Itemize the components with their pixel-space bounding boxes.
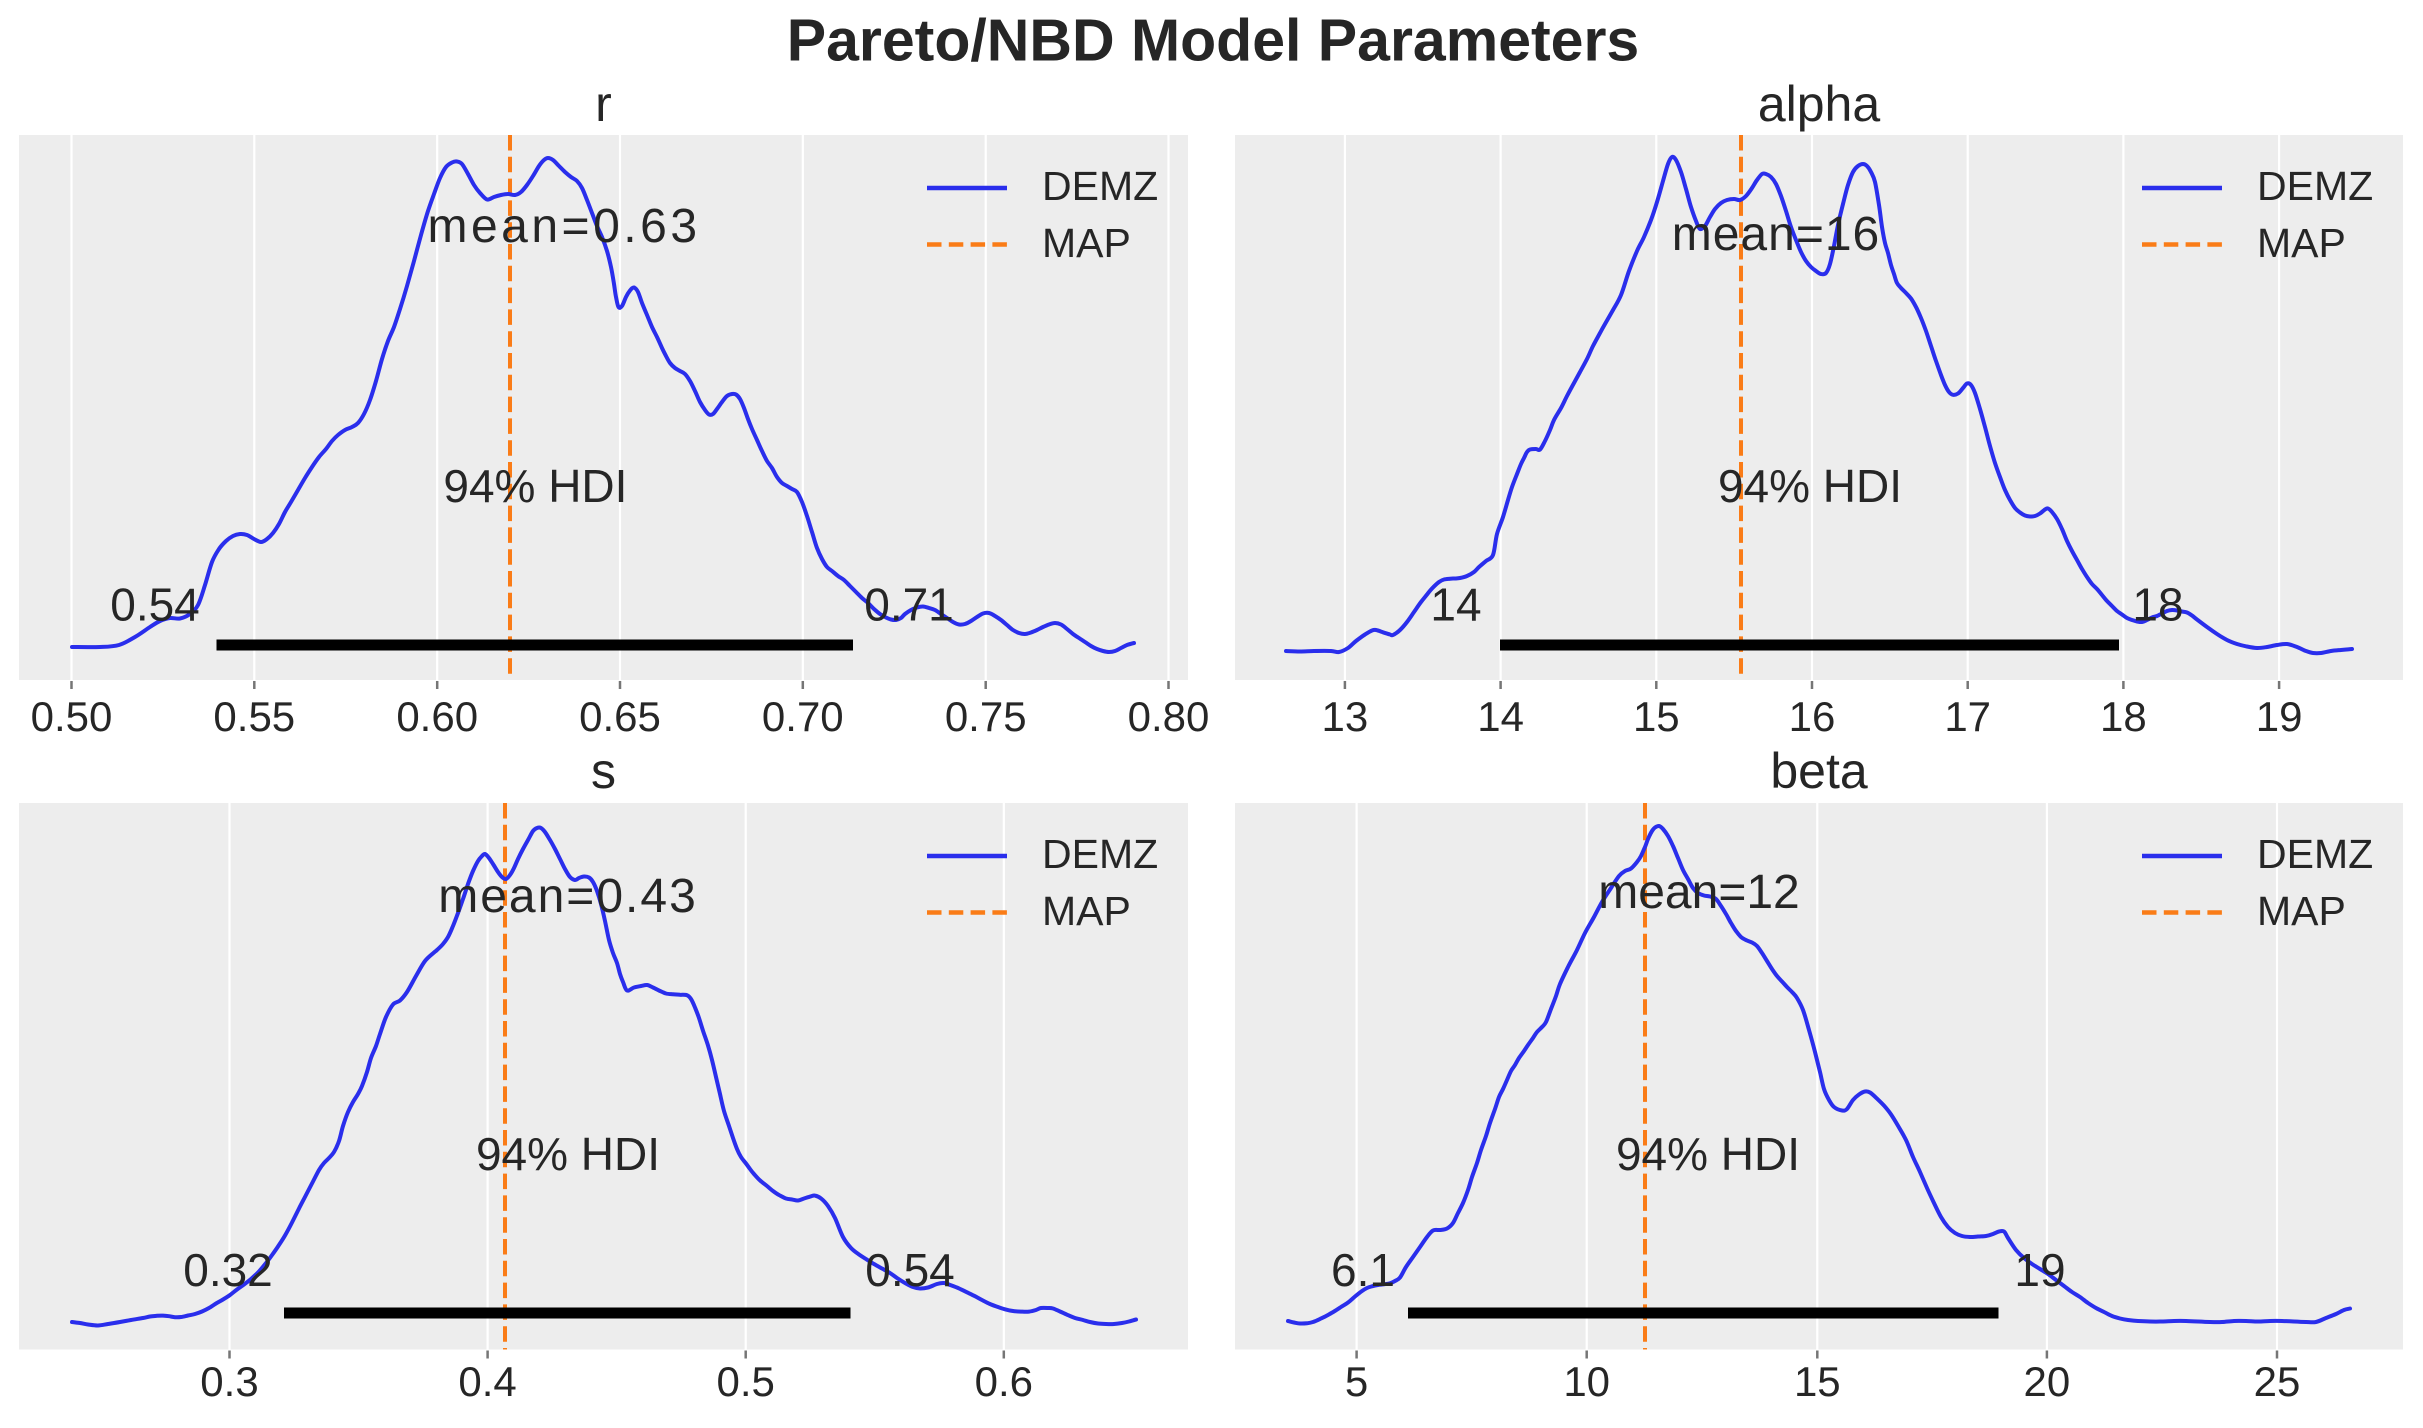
svg-text:0.32: 0.32 [183, 1244, 273, 1296]
svg-text:mean=12: mean=12 [1598, 866, 1800, 919]
svg-text:MAP: MAP [1042, 220, 1131, 266]
svg-text:0.75: 0.75 [945, 693, 1027, 740]
svg-text:mean=0.43: mean=0.43 [438, 870, 698, 923]
svg-text:0.6: 0.6 [975, 1358, 1033, 1405]
svg-text:mean=16: mean=16 [1672, 208, 1881, 261]
svg-text:r: r [595, 76, 612, 132]
svg-text:19: 19 [2014, 1244, 2065, 1296]
svg-text:MAP: MAP [2257, 220, 2346, 266]
svg-text:14: 14 [1430, 579, 1481, 631]
svg-text:0.55: 0.55 [213, 693, 295, 740]
svg-text:94% HDI: 94% HDI [1718, 460, 1902, 512]
svg-text:94% HDI: 94% HDI [443, 460, 627, 512]
svg-text:0.54: 0.54 [110, 579, 200, 631]
svg-text:16: 16 [1789, 693, 1836, 740]
svg-text:0.54: 0.54 [865, 1244, 955, 1296]
svg-text:s: s [591, 743, 616, 799]
svg-text:DEMZ: DEMZ [2257, 163, 2373, 209]
svg-text:DEMZ: DEMZ [2257, 831, 2373, 877]
svg-text:DEMZ: DEMZ [1042, 163, 1158, 209]
svg-text:94% HDI: 94% HDI [1616, 1128, 1800, 1180]
svg-text:19: 19 [2256, 693, 2303, 740]
svg-text:18: 18 [2100, 693, 2147, 740]
svg-text:94% HDI: 94% HDI [476, 1128, 660, 1180]
svg-text:20: 20 [2024, 1358, 2071, 1405]
svg-text:17: 17 [1944, 693, 1991, 740]
svg-text:0.71: 0.71 [864, 579, 954, 631]
svg-text:0.3: 0.3 [200, 1358, 258, 1405]
svg-text:MAP: MAP [1042, 888, 1131, 934]
svg-text:18: 18 [2132, 579, 2183, 631]
svg-text:beta: beta [1770, 743, 1868, 799]
svg-text:DEMZ: DEMZ [1042, 831, 1158, 877]
svg-text:14: 14 [1477, 693, 1524, 740]
svg-text:13: 13 [1322, 693, 1369, 740]
svg-text:6.1: 6.1 [1331, 1244, 1395, 1296]
svg-text:Pareto/NBD Model Parameters: Pareto/NBD Model Parameters [787, 8, 1640, 74]
svg-text:mean=0.63: mean=0.63 [427, 200, 700, 253]
svg-text:15: 15 [1794, 1358, 1841, 1405]
svg-text:0.80: 0.80 [1128, 693, 1210, 740]
svg-text:10: 10 [1563, 1358, 1610, 1405]
svg-text:0.65: 0.65 [579, 693, 661, 740]
svg-text:0.60: 0.60 [396, 693, 478, 740]
svg-text:15: 15 [1633, 693, 1680, 740]
svg-text:0.50: 0.50 [31, 693, 113, 740]
svg-text:0.4: 0.4 [458, 1358, 516, 1405]
svg-text:0.5: 0.5 [717, 1358, 775, 1405]
svg-text:5: 5 [1345, 1358, 1368, 1405]
svg-text:25: 25 [2254, 1358, 2301, 1405]
svg-text:0.70: 0.70 [762, 693, 844, 740]
svg-text:alpha: alpha [1758, 76, 1881, 132]
svg-text:MAP: MAP [2257, 888, 2346, 934]
